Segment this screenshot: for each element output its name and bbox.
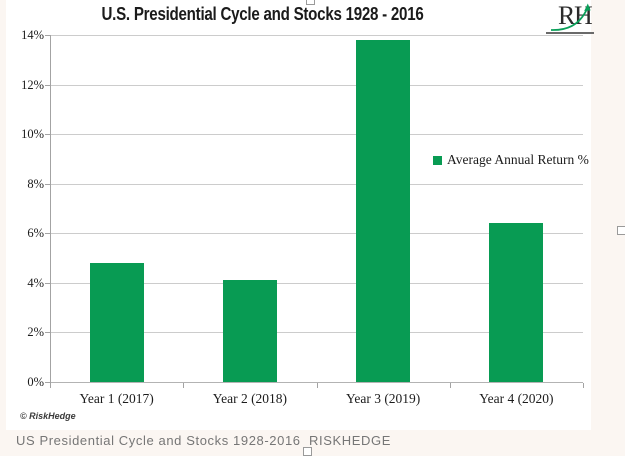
x-axis-tick [316,383,318,388]
legend-label: Average Annual Return % [447,152,589,167]
y-axis-label: 14% [21,28,44,42]
y-axis-label: 4% [27,275,44,290]
selection-handle-top[interactable] [306,0,315,5]
x-axis-tick [50,383,51,388]
y-axis-tick [45,35,50,36]
x-axis-label: Year 4 (2020) [479,391,554,406]
y-axis-tick [45,134,50,136]
y-axis-label: 0% [27,375,44,389]
gridline [50,84,583,86]
y-axis-tick [45,84,50,86]
bar [489,223,544,382]
chart-image[interactable]: U.S. Presidential Cycle and Stocks 1928 … [6,0,594,430]
x-axis-label: Year 3 (2019) [345,391,421,406]
y-axis-label: 2% [27,325,44,340]
bar [356,39,411,382]
y-axis-label: 12% [21,77,44,92]
gridline [50,282,583,284]
x-axis-label: Year 2 (2018) [212,391,288,406]
x-axis-tick [583,383,584,388]
legend-swatch-icon [433,155,442,165]
bar [222,280,277,382]
y-axis-label: 10% [21,127,44,142]
copyright-watermark: © RiskHedge [20,411,76,421]
y-axis-tick [45,382,50,383]
y-axis-label: 8% [27,176,44,191]
chart-title: U.S. Presidential Cycle and Stocks 1928 … [101,4,424,24]
gridline [50,382,583,383]
y-axis-tick [45,332,50,334]
selection-handle-bottom[interactable] [303,447,312,456]
gridline [50,35,583,36]
y-axis-tick [45,183,50,185]
riskhedge-logo: R H [546,3,594,34]
y-axis-line [50,35,51,383]
gridline [50,233,583,235]
x-axis-label: Year 1 (2017) [79,391,154,406]
logo-letter-r: R [558,1,576,30]
y-axis-tick [45,233,50,235]
gridline [50,332,583,334]
gridline [50,134,583,136]
bar [89,263,144,382]
image-caption: US Presidential Cycle and Stocks 1928-20… [16,433,392,448]
x-axis-tick [449,383,451,388]
x-axis-tick [183,383,185,388]
y-axis-label: 6% [27,226,44,241]
y-axis-tick [45,282,50,284]
logo-arrow-icon [550,3,591,31]
gridline [50,183,583,185]
legend: Average Annual Return % [433,152,589,168]
selection-handle-right[interactable] [617,226,625,235]
